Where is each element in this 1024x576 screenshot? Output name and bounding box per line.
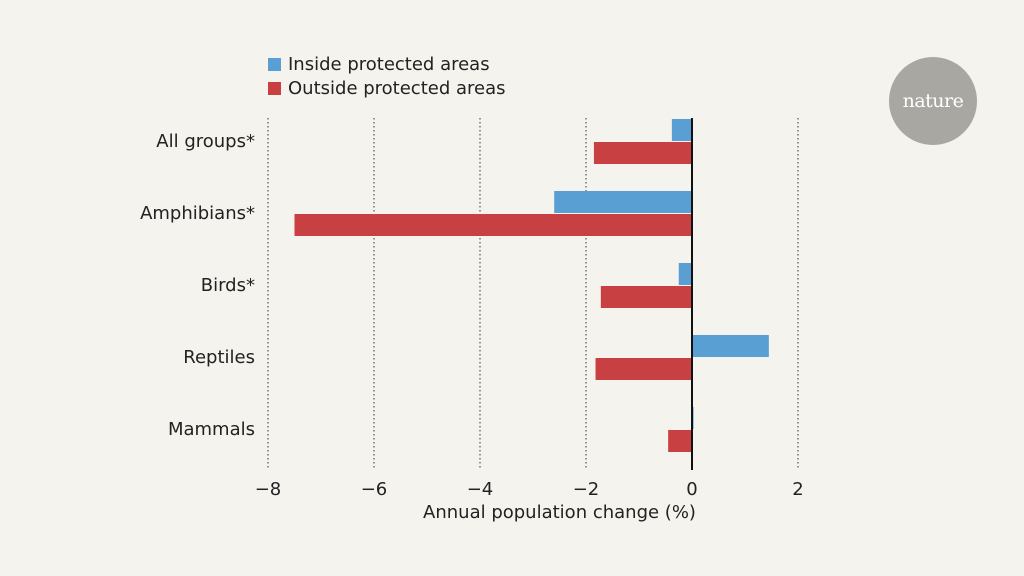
x-tick-label-4: 0 <box>686 479 697 500</box>
legend-item-outside: Outside protected areas <box>268 76 506 100</box>
bar-outside-0 <box>593 142 692 164</box>
bar-inside-1 <box>554 191 692 213</box>
bar-inside-3 <box>692 335 769 357</box>
nature-logo-text: nature <box>902 90 964 112</box>
category-label-1: Amphibians* <box>140 203 255 224</box>
category-label-4: Mammals <box>168 419 255 440</box>
legend: Inside protected areas Outside protected… <box>268 52 506 100</box>
legend-swatch-outside <box>268 81 281 95</box>
x-tick-label-2: −4 <box>467 479 494 500</box>
bar-outside-2 <box>600 286 692 308</box>
x-tick-label-3: −2 <box>573 479 600 500</box>
legend-label-outside: Outside protected areas <box>288 77 506 99</box>
x-axis-title: Annual population change (%) <box>423 502 696 523</box>
bar-outside-3 <box>595 358 692 380</box>
legend-label-inside: Inside protected areas <box>288 53 490 75</box>
bar-outside-1 <box>294 214 692 236</box>
legend-item-inside: Inside protected areas <box>268 52 506 76</box>
x-tick-label-5: 2 <box>792 479 803 500</box>
category-label-2: Birds* <box>201 275 255 296</box>
bar-outside-4 <box>668 430 692 452</box>
category-label-3: Reptiles <box>183 347 255 368</box>
x-tick-label-1: −6 <box>361 479 388 500</box>
legend-swatch-inside <box>268 57 281 71</box>
category-label-0: All groups* <box>156 131 255 152</box>
bar-inside-2 <box>678 263 692 285</box>
x-tick-label-0: −8 <box>255 479 282 500</box>
bar-inside-0 <box>671 119 692 141</box>
nature-logo: nature <box>889 57 977 145</box>
